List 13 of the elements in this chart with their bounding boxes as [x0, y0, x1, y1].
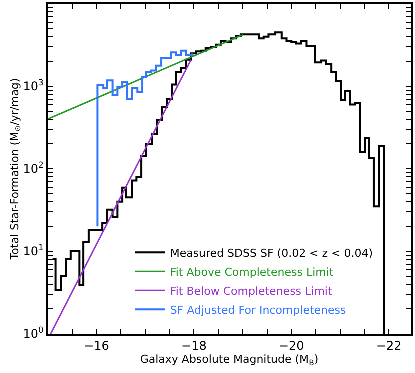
legend-label: SF Adjusted For Incompleteness [170, 304, 347, 317]
legend-label: Fit Above Completeness Limit [170, 266, 334, 279]
x-tick-label: −16 [84, 339, 110, 354]
x-axis-title: Galaxy Absolute Magnitude (M$_{B}$) [140, 353, 319, 368]
legend-label: Fit Below Completeness Limit [170, 284, 333, 298]
x-tick-label: −20 [278, 339, 304, 354]
y-tick-label: 10$^{2}$ [23, 160, 44, 176]
y-tick-label: 10$^{1}$ [23, 242, 44, 259]
y-tick-label: 10$^{0}$ [23, 325, 44, 342]
legend-label: Measured SDSS SF (0.02 < z < 0.04) [170, 246, 374, 260]
y-tick-label: 10$^{3}$ [23, 78, 44, 94]
x-tick-label: −18 [182, 339, 207, 354]
x-tick-label: −22 [376, 339, 402, 354]
